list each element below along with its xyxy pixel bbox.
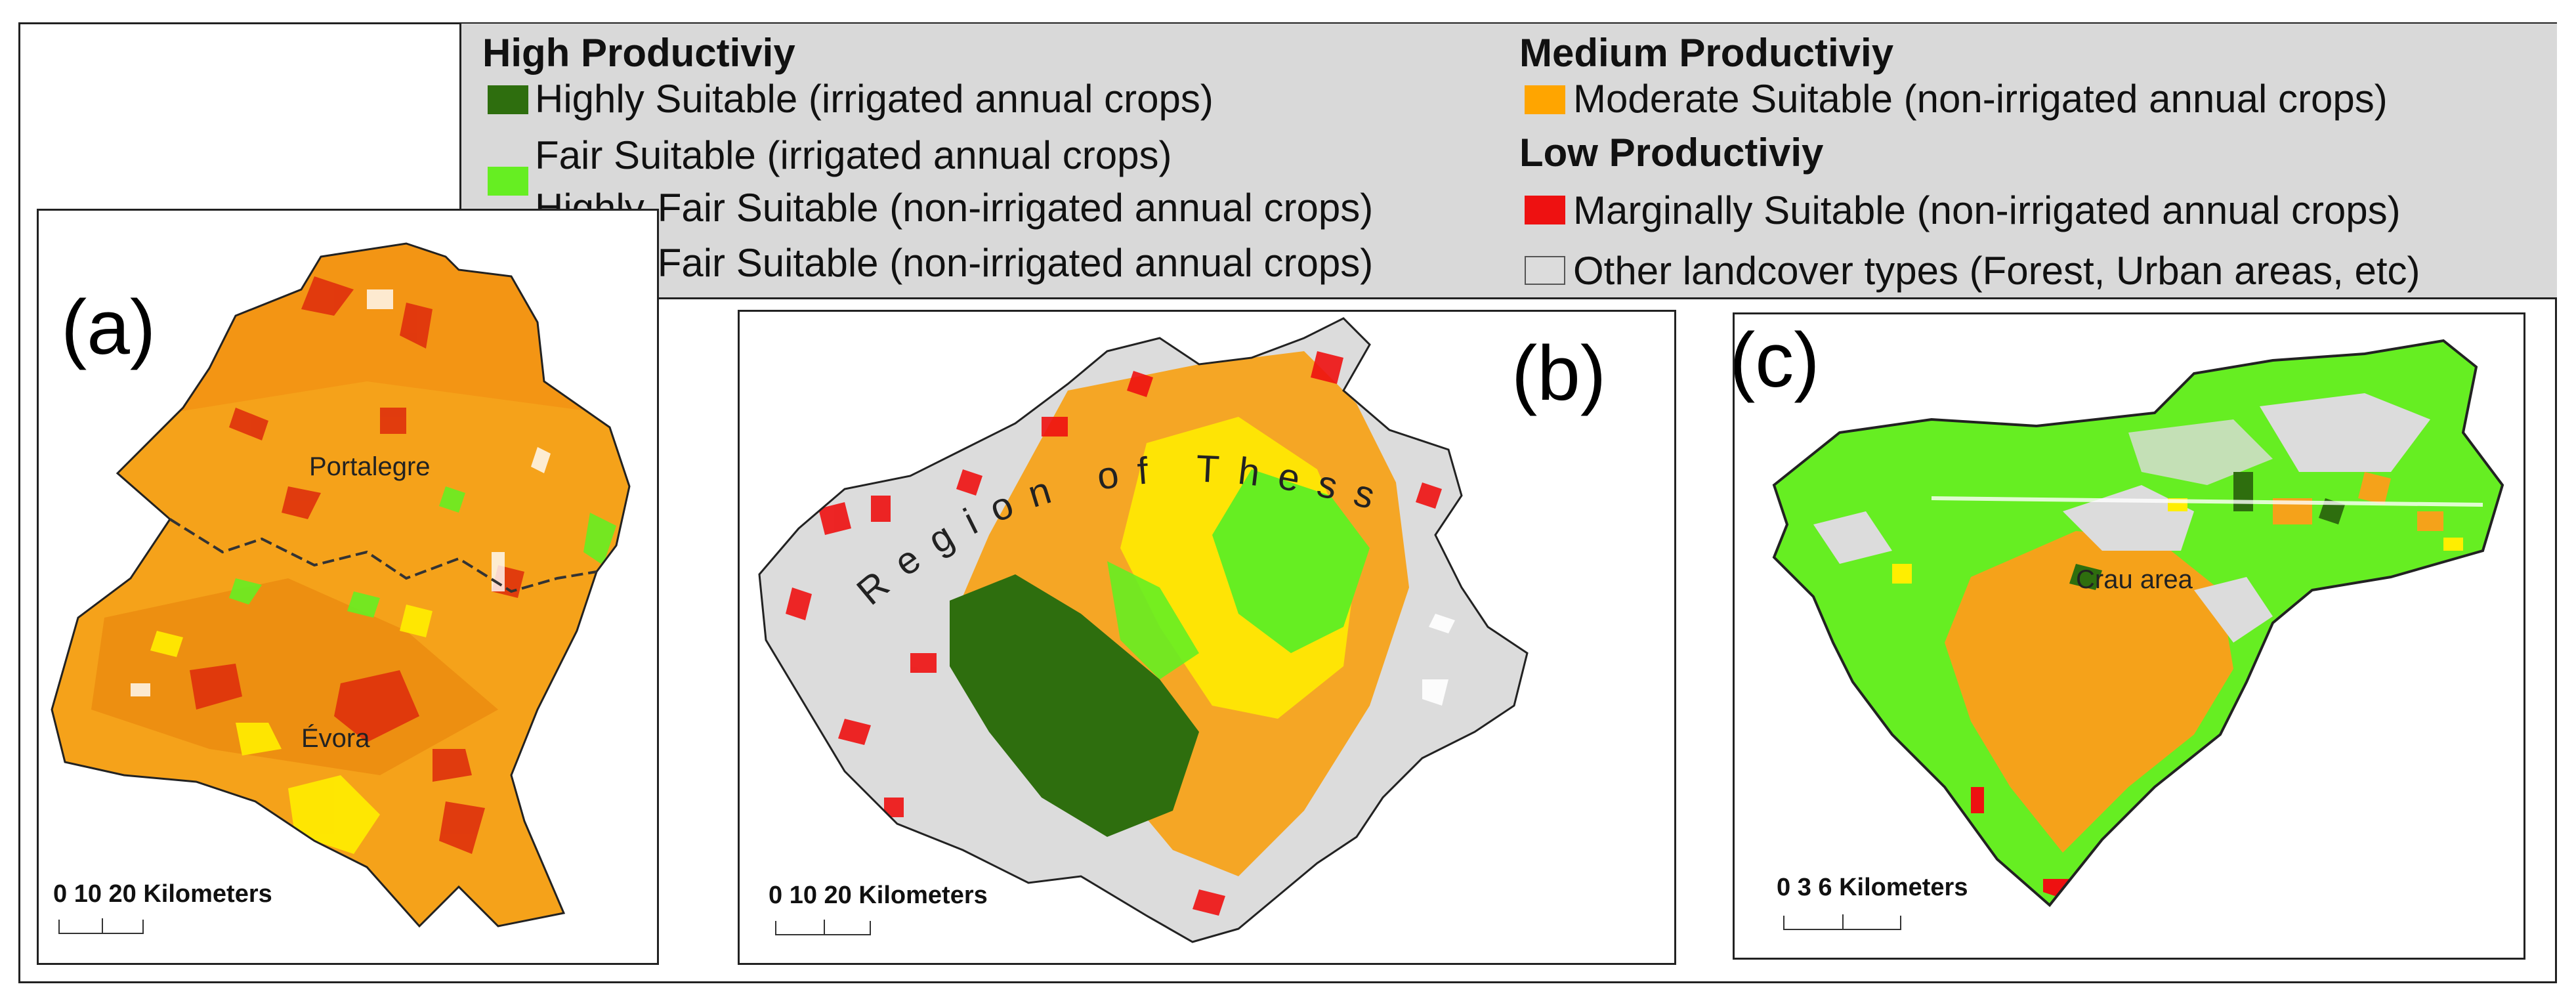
- legend-item-marginal: Marginally Suitable (non-irrigated annua…: [1573, 188, 2401, 232]
- place-evora: Évora: [301, 724, 370, 753]
- swatch-moderate: [1525, 85, 1565, 114]
- legend-item-other: Other landcover types (Forest, Urban are…: [1573, 249, 2420, 293]
- map-c: [1773, 339, 2504, 906]
- panel-c-scale-label: 0 3 6 Kilometers: [1777, 874, 1968, 901]
- place-crau-area: Crau area: [2076, 565, 2193, 594]
- map-a: [51, 242, 631, 927]
- panel-a-map: (a) Portalegre Évora 0 10 20 Kilometers: [37, 209, 659, 965]
- swatch-fair-suitable: [488, 167, 528, 196]
- legend-heading-low: Low Productiviy: [1519, 131, 1824, 175]
- legend-item-fair-suitable: Fair Suitable (irrigated annual crops): [535, 133, 1172, 177]
- panel-a-scale-bar: [58, 918, 144, 934]
- swatch-highly-suitable: [488, 85, 528, 114]
- panel-b-map: Region of Thessaly (b) 0 10 20 Kilometer…: [738, 310, 1676, 965]
- panel-c-map: (c) Crau area 0 3 6 Kilometers: [1733, 312, 2525, 960]
- swatch-marginal: [1525, 196, 1565, 224]
- legend: High Productiviy Highly Suitable (irriga…: [459, 24, 2557, 299]
- panel-b-scale-label: 0 10 20 Kilometers: [769, 882, 988, 909]
- legend-item-highly-fair-2: Highly-Fair Suitable (non-irrigated annu…: [535, 241, 1374, 285]
- panel-c-label: (c): [1733, 317, 1820, 404]
- panel-b-label: (b): [1511, 330, 1607, 417]
- panel-b-scale-bar: [775, 920, 871, 935]
- legend-heading-high: High Productiviy: [482, 31, 795, 75]
- legend-item-highly-fair-1: Highly-Fair Suitable (non-irrigated annu…: [535, 186, 1374, 230]
- legend-item-highly-suitable: Highly Suitable (irrigated annual crops): [535, 77, 1214, 121]
- place-portalegre: Portalegre: [309, 452, 431, 481]
- panel-a-scale-label: 0 10 20 Kilometers: [53, 880, 272, 908]
- panel-a-label: (a): [61, 284, 156, 371]
- map-b: Region of Thessaly: [740, 312, 1529, 943]
- swatch-other: [1525, 256, 1565, 285]
- panel-c-scale-bar: [1783, 914, 1901, 930]
- legend-item-moderate: Moderate Suitable (non-irrigated annual …: [1573, 77, 2388, 121]
- legend-heading-medium: Medium Productiviy: [1519, 31, 1894, 75]
